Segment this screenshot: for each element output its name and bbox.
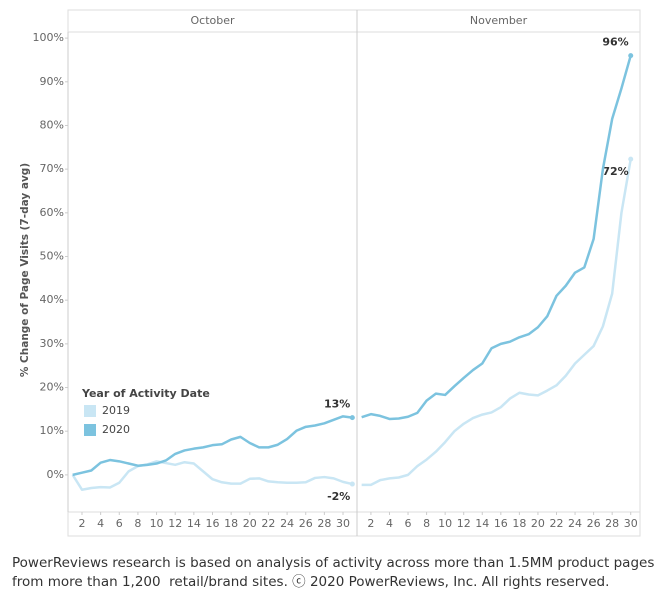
x-tick-label: 6 bbox=[116, 517, 123, 530]
y-tick-label: 50% bbox=[40, 249, 64, 262]
x-tick-label: 28 bbox=[317, 517, 331, 530]
x-tick-label: 14 bbox=[187, 517, 201, 530]
x-tick-label: 20 bbox=[243, 517, 257, 530]
footnote: PowerReviews research is based on analys… bbox=[12, 554, 654, 592]
y-tick-label: 80% bbox=[40, 118, 64, 131]
y-tick-label: 90% bbox=[40, 75, 64, 88]
end-point bbox=[349, 415, 355, 421]
data-label: -2% bbox=[327, 490, 350, 503]
x-tick-label: 8 bbox=[134, 517, 141, 530]
x-tick-label: 30 bbox=[624, 517, 638, 530]
y-tick-label: 0% bbox=[47, 468, 64, 481]
y-tick-label: 40% bbox=[40, 293, 64, 306]
axis-band bbox=[67, 511, 641, 537]
header-band bbox=[67, 9, 641, 33]
x-tick-label: 2 bbox=[367, 517, 374, 530]
x-tick-label: 6 bbox=[405, 517, 412, 530]
x-tick-label: 28 bbox=[605, 517, 619, 530]
panel-title: October bbox=[190, 14, 234, 27]
data-label: 96% bbox=[602, 36, 628, 49]
legend-swatch bbox=[84, 405, 96, 417]
x-tick-label: 12 bbox=[168, 517, 182, 530]
x-tick-label: 16 bbox=[206, 517, 220, 530]
x-tick-label: 4 bbox=[386, 517, 393, 530]
x-tick-label: 14 bbox=[475, 517, 489, 530]
chart: % Change of Page Visits (7-day avg) 0% 10… bbox=[19, 9, 641, 537]
y-tick-label: 100% bbox=[33, 31, 64, 44]
legend-title: Year of Activity Date bbox=[81, 387, 210, 400]
x-tick-label: 4 bbox=[97, 517, 104, 530]
x-tick-label: 16 bbox=[494, 517, 508, 530]
data-label: 72% bbox=[602, 165, 628, 178]
x-tick-label: 2 bbox=[78, 517, 85, 530]
x-tick-label: 26 bbox=[587, 517, 601, 530]
legend-swatch bbox=[84, 424, 96, 436]
x-tick-label: 20 bbox=[531, 517, 545, 530]
legend-label: 2020 bbox=[102, 423, 130, 436]
line bbox=[72, 415, 353, 477]
y-tick-label: 30% bbox=[40, 337, 64, 350]
x-tick-label: 18 bbox=[224, 517, 238, 530]
x-tick-label: 22 bbox=[261, 517, 275, 530]
data-label: 13% bbox=[324, 398, 350, 411]
x-tick-label: 26 bbox=[299, 517, 313, 530]
y-tick-label: 70% bbox=[40, 162, 64, 175]
footnote-line: from more than 1,200 retail/brand sites.… bbox=[12, 574, 610, 590]
x-tick-label: 10 bbox=[150, 517, 164, 530]
x-tick-label: 24 bbox=[280, 517, 294, 530]
x-tick-label: 8 bbox=[423, 517, 430, 530]
x-tick-label: 18 bbox=[512, 517, 526, 530]
x-tick-label: 24 bbox=[568, 517, 582, 530]
panel-title: November bbox=[470, 14, 528, 27]
y-tick-label: 60% bbox=[40, 206, 64, 219]
x-tick-label: 30 bbox=[336, 517, 350, 530]
line bbox=[361, 158, 632, 487]
y-tick-label: 20% bbox=[40, 381, 64, 394]
legend-label: 2019 bbox=[102, 404, 130, 417]
x-tick-label: 22 bbox=[549, 517, 563, 530]
line bbox=[71, 460, 353, 491]
x-tick-label: 12 bbox=[457, 517, 471, 530]
x-tick-label: 10 bbox=[438, 517, 452, 530]
end-point bbox=[628, 53, 634, 59]
line bbox=[361, 55, 632, 421]
y-tick-label: 10% bbox=[40, 424, 64, 437]
y-axis-label: % Change of Page Visits (7-day avg) bbox=[19, 163, 31, 377]
footnote-line: PowerReviews research is based on analys… bbox=[12, 555, 655, 571]
end-point bbox=[349, 481, 355, 487]
end-point bbox=[628, 156, 634, 162]
